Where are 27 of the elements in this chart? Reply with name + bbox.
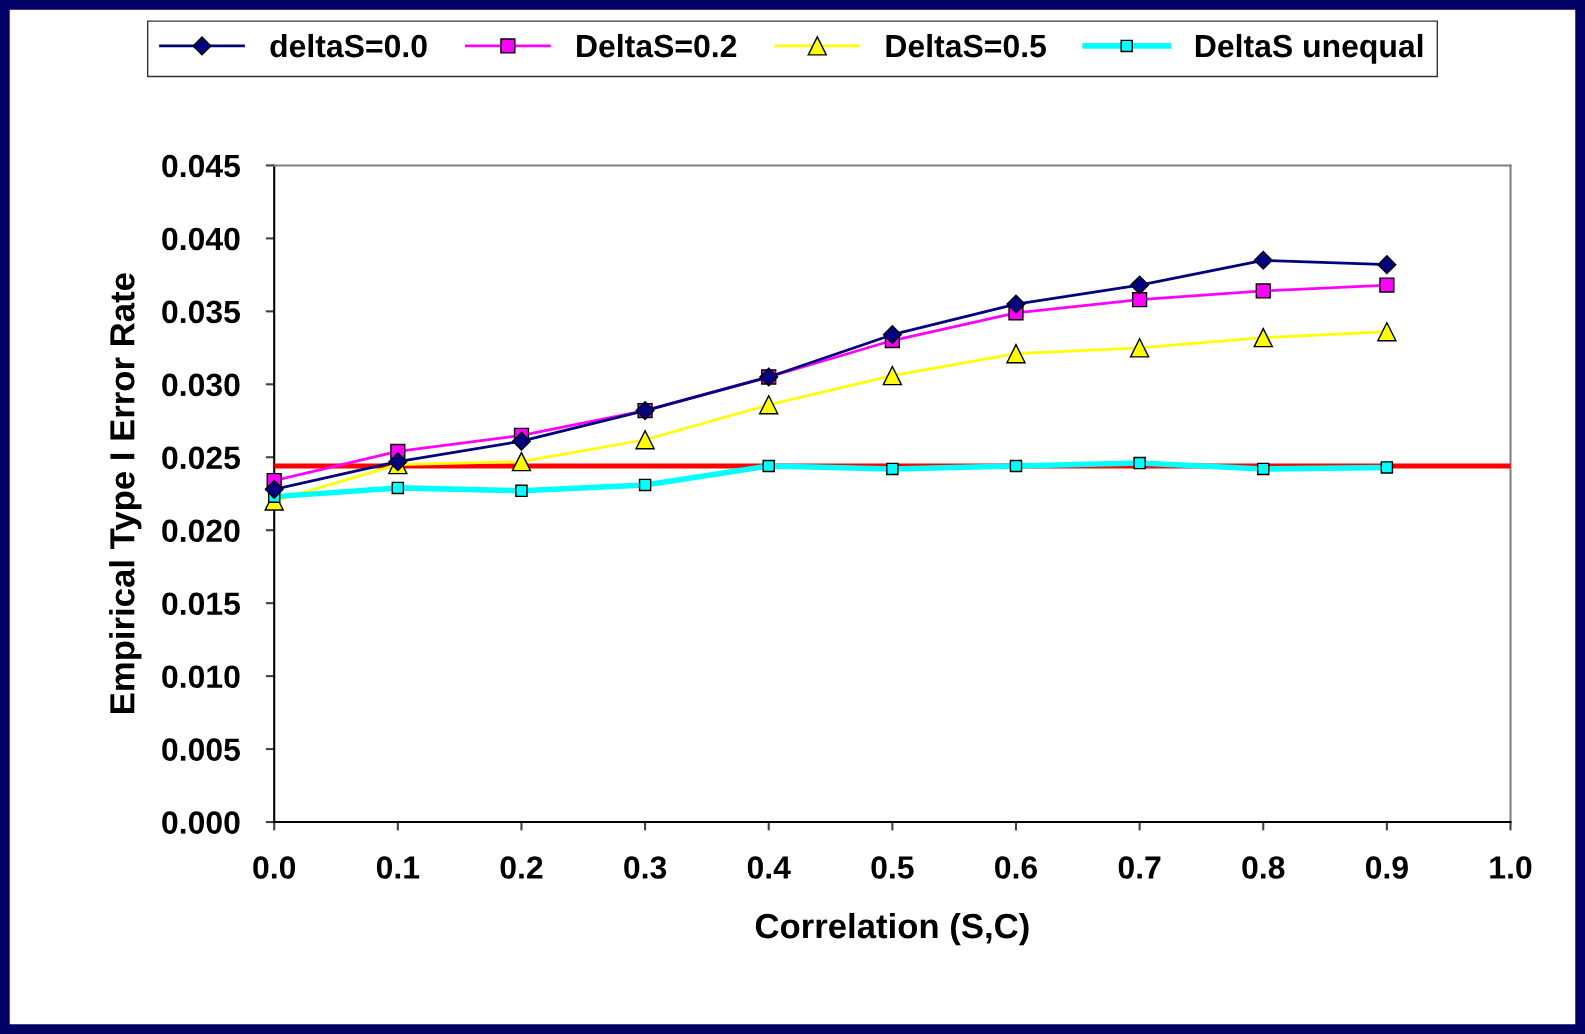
x-tick-label: 0.4 <box>747 856 791 879</box>
y-tick-label: 0.035 <box>162 300 240 324</box>
y-tick-label: 0.040 <box>162 227 240 251</box>
y-tick-label: 0.045 <box>162 154 240 178</box>
y-tick-label: 0.025 <box>162 446 240 470</box>
legend-label: DeltaS=0.2 <box>577 33 737 58</box>
x-tick-label: 0.6 <box>995 856 1038 879</box>
y-tick-label: 0.015 <box>162 592 240 616</box>
x-tick-label: 0.8 <box>1242 856 1285 879</box>
y-tick-label: 0.030 <box>162 373 240 397</box>
x-axis-title: Correlation (S,C) <box>755 912 1029 946</box>
y-tick-label: 0.010 <box>162 665 240 689</box>
y-tick-label: 0.005 <box>162 738 240 761</box>
x-tick-label: 0.3 <box>624 856 667 879</box>
x-tick-label: 0.5 <box>871 856 914 879</box>
legend-label: DeltaS unequal <box>1195 33 1423 64</box>
x-tick-label: 1.0 <box>1490 856 1532 879</box>
y-tick-label: 0.020 <box>162 519 240 543</box>
x-tick-label: 0.1 <box>376 856 420 879</box>
x-tick-label: 0.9 <box>1365 856 1408 879</box>
legend-label: deltaS=0.0 <box>270 33 427 58</box>
y-tick-label: 0.000 <box>162 811 240 834</box>
x-tick-label: 0.0 <box>253 856 296 879</box>
legend-label: DeltaS=0.5 <box>886 33 1046 58</box>
x-tick-label: 0.7 <box>1118 856 1161 879</box>
x-tick-label: 0.2 <box>500 856 543 879</box>
y-axis-title: Empirical Type I Error Rate <box>109 273 142 714</box>
